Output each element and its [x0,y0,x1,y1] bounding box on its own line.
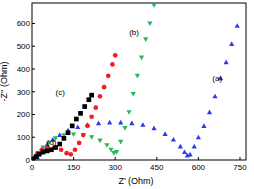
y-tick [32,68,35,69]
point [151,3,156,8]
y-tick [32,137,35,138]
point [64,151,69,156]
point [89,93,94,98]
y-axis-label: -Z'' (Ohm) [0,62,9,102]
point [104,143,109,148]
point [187,152,192,157]
point [114,150,119,155]
point [113,53,118,58]
x-tick [240,157,241,160]
point [96,121,101,126]
series [35,23,240,160]
point [82,104,87,109]
point [171,137,176,142]
plot-frame [32,3,246,160]
point [70,124,75,129]
y-tick [32,46,35,47]
x-tick-label: 600 [192,163,206,172]
y-tick [32,23,35,24]
point [59,147,64,152]
y-tick-label: 400 [17,65,31,74]
series [32,93,94,160]
y-tick-label: 600 [17,19,31,28]
y-tick-label: 100 [17,133,31,142]
point [57,142,62,147]
point [45,149,50,154]
point [75,124,80,129]
point [41,150,46,155]
point [66,130,71,135]
x-axis-label: Z' (Ohm) [118,176,153,186]
series [34,3,157,160]
x-tick [156,157,157,160]
chart: 0 150 300 450 600 750 0 100 200 300 400 500 600 Z' (O… [0,0,254,189]
point [106,73,111,78]
point [229,41,234,46]
point [192,144,197,149]
y-tick [32,91,35,92]
point [107,120,112,125]
y-tick-label: 200 [17,110,31,119]
point [182,149,187,154]
point [87,97,92,102]
point [97,139,102,144]
point [212,94,217,99]
x-tick-label: 450 [150,163,164,172]
point [110,62,115,67]
x-tick-label: 300 [109,163,123,172]
point [163,131,168,136]
point [122,126,127,131]
point [37,152,42,157]
y-tick [32,114,35,115]
point [81,133,86,138]
series [32,53,117,160]
series-label: (a) [212,74,222,83]
point [224,60,229,65]
point [77,141,82,146]
point [196,135,201,140]
x-tick-label: 0 [30,163,35,172]
point [74,117,79,122]
point [147,21,152,26]
point [235,23,240,28]
series-label: (d) [47,138,57,147]
plot-area [32,3,240,160]
point [89,135,94,140]
point [143,37,148,42]
point [126,110,131,115]
point [98,94,103,99]
y-tick-label: 300 [17,88,31,97]
point [118,120,123,125]
point [73,147,78,152]
point [178,144,183,149]
x-tick-label: 750 [233,163,247,172]
y-tick-label: 0 [26,156,31,165]
series-label: (b) [129,28,139,37]
point [49,147,54,152]
point [71,132,76,137]
x-tick [115,157,116,160]
point [68,152,73,157]
x-tick [198,157,199,160]
point [118,140,123,145]
point [201,123,206,128]
point [129,121,134,126]
point [89,114,94,119]
x-tick [73,157,74,160]
point [207,110,212,115]
point [151,126,156,131]
point [135,74,140,79]
point [131,92,136,97]
y-tick-label: 500 [17,42,31,51]
point [81,133,86,138]
point [85,124,90,129]
point [102,85,107,90]
point [140,122,145,127]
point [139,56,144,61]
series-label: (c) [56,88,66,97]
point [62,136,67,141]
point [78,111,83,116]
point [93,105,98,110]
x-tick-label: 150 [67,163,81,172]
